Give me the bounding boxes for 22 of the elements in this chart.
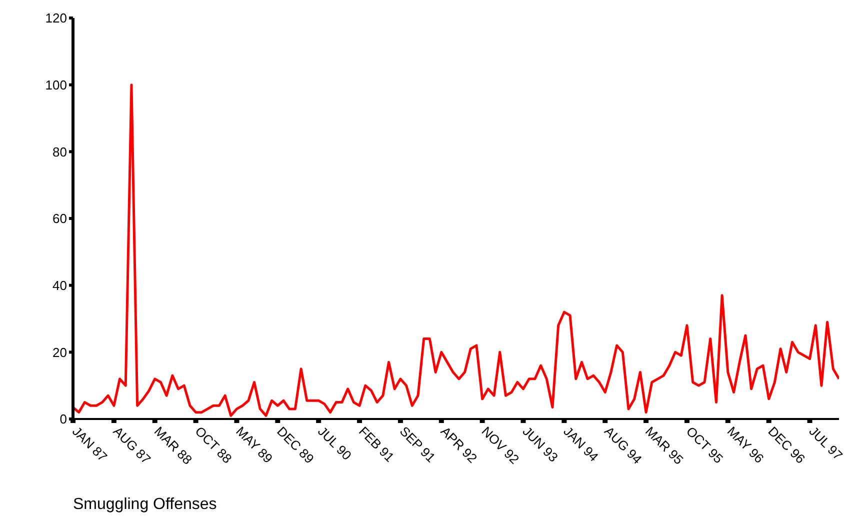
x-tick-label: JUL 90 [315,424,354,463]
y-tick-label: 40 [52,278,67,293]
x-tick-label: OCT 95 [683,424,726,466]
x-tick-label: JUN 93 [520,424,561,465]
text: Smuggling Offenses [73,496,217,514]
x-tick-label: AUG 87 [110,424,154,467]
x-tick-label: MAY 96 [724,424,767,466]
y-tick-label: 20 [52,344,67,360]
x-tick-label: JUL 97 [806,424,846,463]
line-series [73,84,839,417]
x-tick-label: FEB 91 [356,424,398,465]
y-tick-label: 60 [52,211,67,226]
x-tick-label: MAY 89 [233,424,276,466]
y-tick-label: 80 [52,144,67,160]
y-tick-label: 0 [60,412,67,427]
y-tick-label: 120 [45,10,67,26]
x-tick-label: JAN 87 [69,424,110,464]
x-tick-label: SEP 91 [396,424,439,466]
x-tick-label: JAN 94 [560,424,602,464]
x-tick-label: APR 92 [438,424,480,466]
x-tick-label: OCT 88 [192,424,235,466]
y-tick-label: 100 [45,77,67,92]
